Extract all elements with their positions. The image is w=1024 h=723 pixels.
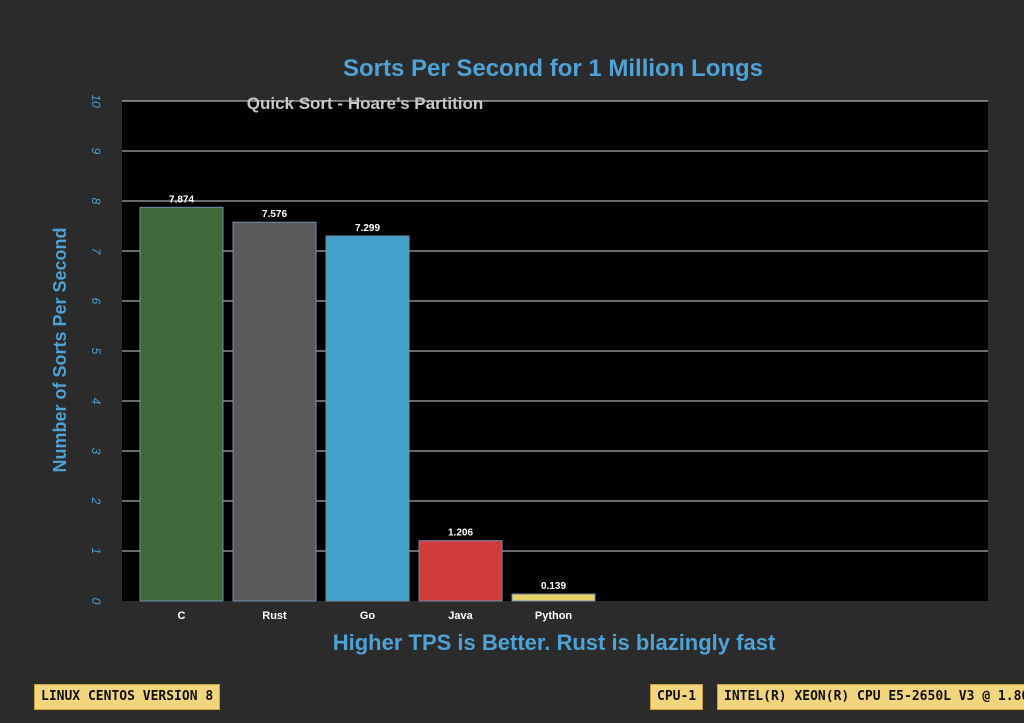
- y-tick-label: 10: [89, 94, 103, 108]
- x-tick-labels: C Rust Go Java Python: [178, 610, 573, 622]
- x-tick-label: C: [178, 610, 186, 622]
- x-tick-label: Python: [535, 610, 573, 622]
- y-tick-label: 5: [89, 348, 103, 355]
- cpu-model-badge: INTEL(R) XEON(R) CPU E5-2650L V3 @ 1.80G…: [717, 684, 1024, 710]
- cpu-tag-badge: CPU-1: [650, 684, 704, 710]
- bar-rust: [232, 221, 317, 602]
- y-tick-label: 0: [89, 598, 103, 605]
- data-label: 7.576: [262, 209, 287, 220]
- y-tick-label: 2: [89, 497, 103, 505]
- bar-java: [418, 540, 503, 602]
- bars: [139, 206, 596, 602]
- y-tick-label: 8: [89, 198, 103, 205]
- x-tick-label: Java: [448, 610, 473, 622]
- data-label: 0.139: [541, 581, 566, 592]
- os-version-badge: LINUX CENTOS VERSION 8: [34, 684, 221, 710]
- x-tick-label: Rust: [262, 610, 287, 622]
- chart-title: Sorts Per Second for 1 Million Longs: [343, 55, 763, 82]
- data-label: 1.206: [448, 528, 473, 539]
- y-axis-label: Number of Sorts Per Second: [50, 227, 70, 472]
- y-tick-label: 6: [89, 298, 103, 305]
- value-labels: 7.874 7.576 7.299 1.206 0.139: [169, 194, 566, 592]
- chart-subtitle: Quick Sort - Hoare’s Partition: [247, 94, 483, 113]
- bar-go: [325, 235, 410, 602]
- y-tick-label: 7: [89, 248, 103, 256]
- y-tick-labels: 0 1 2 3 4 5 6 7 8 9 10: [89, 94, 103, 604]
- y-tick-label: 1: [89, 548, 103, 555]
- x-tick-label: Go: [360, 610, 376, 622]
- data-label: 7.874: [169, 194, 194, 205]
- x-axis-label: Higher TPS is Better. Rust is blazingly …: [333, 630, 776, 655]
- y-tick-label: 4: [89, 398, 103, 405]
- data-label: 7.299: [355, 223, 380, 234]
- bar-c: [139, 206, 224, 602]
- bar-python: [511, 593, 596, 602]
- y-tick-label: 3: [89, 448, 103, 455]
- y-tick-label: 9: [89, 148, 103, 155]
